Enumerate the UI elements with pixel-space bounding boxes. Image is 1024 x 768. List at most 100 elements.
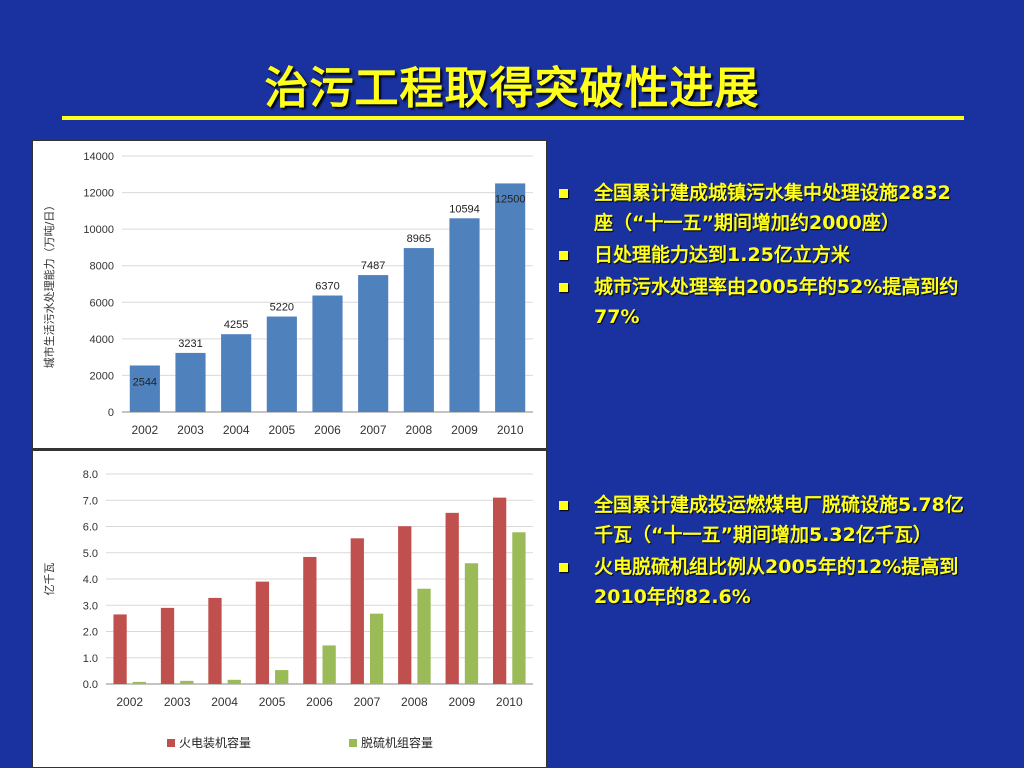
- bar: [369, 613, 384, 684]
- bar: [512, 532, 526, 684]
- bullet-item: 全国累计建成城镇污水集中处理设施2832座（“十一五”期间增加约2000座）: [556, 178, 966, 238]
- bar: [492, 497, 507, 684]
- square-bullet-icon: [559, 251, 568, 260]
- data-label: 4255: [224, 319, 248, 331]
- bar: [358, 275, 389, 412]
- bar: [495, 183, 526, 412]
- bullet-text: 城市污水处理率由2005年的52%提高到约77%: [594, 276, 959, 328]
- bar: [255, 581, 270, 684]
- x-tick-label: 2009: [451, 423, 478, 437]
- y-tick-label: 4.0: [83, 574, 98, 586]
- y-tick-label: 10000: [83, 224, 114, 236]
- bar: [132, 681, 147, 684]
- x-tick-label: 2002: [131, 423, 158, 437]
- x-tick-label: 2005: [268, 423, 295, 437]
- y-tick-label: 6.0: [83, 522, 98, 534]
- bar: [312, 295, 343, 412]
- x-tick-label: 2003: [164, 695, 191, 709]
- bullet-text: 火电脱硫机组比例从2005年的12%提高到2010年的82.6%: [594, 556, 959, 608]
- bullet-item: 城市污水处理率由2005年的52%提高到约77%: [556, 272, 966, 332]
- x-tick-label: 2009: [448, 695, 475, 709]
- data-label: 5220: [270, 302, 294, 314]
- y-axis-label: 城市生活污水处理能力（万吨/日）: [42, 200, 56, 369]
- x-tick-label: 2008: [405, 423, 432, 437]
- legend-label: 火电装机容量: [179, 735, 251, 750]
- bar: [449, 218, 480, 412]
- x-tick-label: 2006: [306, 695, 333, 709]
- y-axis-label: 亿千瓦: [43, 563, 56, 596]
- y-tick-label: 7.0: [83, 495, 98, 507]
- data-label: 6370: [315, 281, 339, 293]
- bullet-item: 火电脱硫机组比例从2005年的12%提高到2010年的82.6%: [556, 552, 966, 612]
- y-tick-label: 0: [108, 407, 114, 419]
- bullet-text: 全国累计建成城镇污水集中处理设施2832座（“十一五”期间增加约2000座）: [594, 182, 951, 234]
- data-label: 10594: [449, 203, 480, 215]
- bar: [180, 680, 194, 684]
- square-bullet-icon: [559, 189, 568, 198]
- bar: [266, 316, 297, 412]
- title-underline: [62, 116, 964, 120]
- bar: [208, 597, 222, 684]
- y-tick-label: 8.0: [83, 469, 98, 481]
- data-label: 7487: [361, 260, 385, 272]
- x-tick-label: 2010: [497, 423, 524, 437]
- bar: [464, 563, 479, 684]
- x-tick-label: 2010: [496, 695, 523, 709]
- y-tick-label: 3.0: [83, 600, 98, 612]
- bar: [445, 512, 459, 684]
- bar: [350, 538, 364, 684]
- x-tick-label: 2004: [223, 423, 250, 437]
- desulfurization-chart: 0.0 1.0 2.0 3.0 4.0 5.0 6.0 7.0 8.0 亿千瓦 2002 2003 20…: [32, 450, 547, 768]
- bar: [417, 588, 431, 684]
- y-tick-label: 6000: [90, 297, 114, 309]
- bar: [322, 645, 336, 684]
- square-bullet-icon: [559, 283, 568, 292]
- bar: [227, 679, 241, 684]
- x-tick-label: 2003: [177, 423, 204, 437]
- bar: [303, 556, 317, 684]
- x-tick-label: 2007: [360, 423, 387, 437]
- bullet-item: 日处理能力达到1.25亿立方米: [556, 240, 966, 270]
- bar: [275, 670, 289, 684]
- desulfurization-chart-svg: 0.0 1.0 2.0 3.0 4.0 5.0 6.0 7.0 8.0 亿千瓦 2002 2003 20…: [43, 469, 533, 750]
- y-tick-label: 2.0: [83, 627, 98, 639]
- bar: [398, 526, 412, 684]
- y-tick-label: 0.0: [83, 679, 98, 691]
- legend-swatch: [349, 739, 357, 747]
- sewage-capacity-chart-svg: 0 2000 4000 6000 8000 10000 12000 14000 城市生活污水处理…: [42, 151, 533, 437]
- bar: [175, 352, 206, 412]
- square-bullet-icon: [559, 501, 568, 510]
- x-tick-label: 2008: [401, 695, 428, 709]
- y-tick-label: 5.0: [83, 548, 98, 560]
- desulfurization-bullet-list: 全国累计建成投运燃煤电厂脱硫设施5.78亿千瓦（“十一五”期间增加5.32亿千瓦…: [556, 490, 966, 614]
- slide-title: 治污工程取得突破性进展: [264, 63, 760, 114]
- data-label: 12500: [495, 193, 526, 205]
- x-tick-label: 2004: [211, 695, 238, 709]
- bar: [160, 607, 175, 684]
- y-tick-label: 8000: [90, 261, 114, 273]
- y-tick-label: 14000: [83, 151, 114, 163]
- data-label: 8965: [407, 233, 431, 245]
- x-tick-label: 2005: [259, 695, 286, 709]
- data-label: 2544: [133, 376, 157, 388]
- sewage-capacity-chart: 0 2000 4000 6000 8000 10000 12000 14000 城市生活污水处理…: [32, 140, 547, 449]
- y-tick-label: 1.0: [83, 653, 98, 665]
- y-tick-label: 4000: [90, 334, 114, 346]
- square-bullet-icon: [559, 563, 568, 572]
- legend-label: 脱硫机组容量: [361, 735, 433, 750]
- sewage-bullet-list: 全国累计建成城镇污水集中处理设施2832座（“十一五”期间增加约2000座） 日…: [556, 178, 966, 334]
- bullet-text: 全国累计建成投运燃煤电厂脱硫设施5.78亿千瓦（“十一五”期间增加5.32亿千瓦…: [594, 494, 964, 546]
- data-label: 3231: [178, 338, 202, 350]
- bar: [221, 334, 252, 412]
- bullet-item: 全国累计建成投运燃煤电厂脱硫设施5.78亿千瓦（“十一五”期间增加5.32亿千瓦…: [556, 490, 966, 550]
- x-tick-label: 2002: [116, 695, 143, 709]
- bar: [113, 614, 127, 684]
- x-tick-label: 2006: [314, 423, 341, 437]
- legend-swatch: [167, 739, 175, 747]
- bar: [403, 248, 434, 412]
- y-tick-label: 2000: [90, 370, 114, 382]
- x-tick-label: 2007: [354, 695, 381, 709]
- bullet-text: 日处理能力达到1.25亿立方米: [594, 244, 850, 266]
- bar: [129, 365, 160, 412]
- y-tick-label: 12000: [83, 188, 114, 200]
